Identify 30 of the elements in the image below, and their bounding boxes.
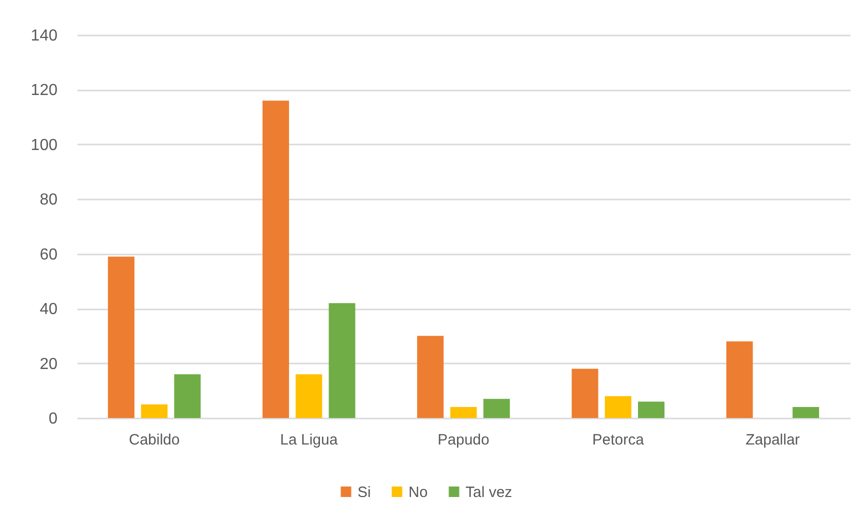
- y-tick-label: 0: [48, 410, 58, 428]
- bar: [417, 336, 444, 418]
- y-tick-label: 120: [30, 82, 58, 100]
- bar: [450, 407, 477, 418]
- y-tick-label: 20: [40, 356, 58, 373]
- bar: [108, 256, 134, 418]
- legend-label: No: [408, 484, 428, 501]
- x-tick-label: Cabildo: [128, 432, 180, 448]
- x-tick-label: La Ligua: [280, 432, 338, 448]
- y-tick-label: 80: [40, 192, 58, 209]
- y-tick-label: 60: [40, 246, 58, 264]
- bar: [141, 404, 168, 418]
- y-tick-label: 40: [40, 301, 58, 318]
- legend-label: Si: [358, 484, 371, 501]
- bar: [604, 396, 632, 418]
- y-tick-label: 100: [30, 136, 58, 154]
- legend-label: Tal vez: [466, 484, 512, 501]
- x-tick-label: Zapallar: [746, 432, 800, 448]
- bar: [328, 303, 356, 418]
- bar: [726, 341, 753, 418]
- bar: [638, 402, 664, 418]
- y-tick-label: 140: [30, 28, 58, 44]
- bar: [174, 374, 201, 418]
- bar: [296, 374, 322, 418]
- x-tick-label: Papudo: [438, 432, 490, 448]
- bar: [262, 100, 290, 418]
- bar: [483, 398, 510, 418]
- x-tick-label: Petorca: [592, 432, 645, 448]
- bar: [792, 407, 820, 418]
- bar: [572, 368, 598, 418]
